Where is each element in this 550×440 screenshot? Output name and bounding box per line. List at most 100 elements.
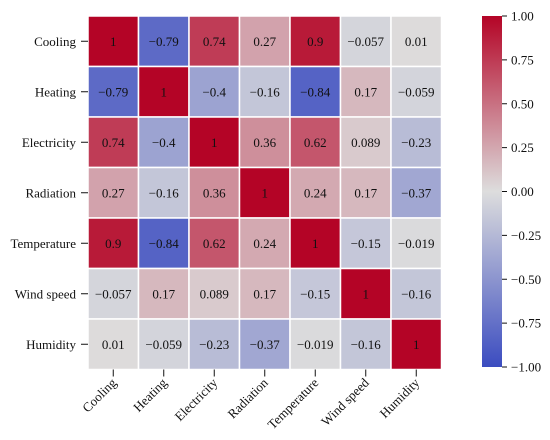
colorbar-tick-label: −0.75 <box>511 316 541 331</box>
heatmap-cell <box>390 267 443 320</box>
cell-value-label: 0.9 <box>307 34 323 49</box>
cell-value-label: −0.79 <box>149 34 179 49</box>
cell-value-label: −0.79 <box>98 84 128 99</box>
heatmap-cell <box>188 318 241 371</box>
cell-value-label: −0.23 <box>199 337 229 352</box>
cell-value-label: 0.089 <box>351 135 380 150</box>
cell-value-label: −0.057 <box>95 286 132 301</box>
cell-value-label: −0.057 <box>347 34 384 49</box>
cell-value-label: 0.089 <box>200 286 229 301</box>
heatmap-cell <box>289 116 342 169</box>
row-labels: Cooling Heating Electricity Radiation Temper… <box>11 34 88 352</box>
column-label: Wind speed <box>318 375 372 429</box>
cell-value-label: −0.019 <box>297 337 334 352</box>
heatmap-cell <box>87 267 140 320</box>
cell-value-label: −0.16 <box>351 337 382 352</box>
heatmap-cell <box>188 217 241 270</box>
colorbar <box>482 16 502 367</box>
cell-value-label: 0.62 <box>203 236 226 251</box>
cell-value-label: −0.16 <box>401 286 432 301</box>
colorbar-tick-label: 0.50 <box>511 96 534 111</box>
heatmap-cell <box>238 318 291 371</box>
cell-value-label: −0.84 <box>149 236 180 251</box>
colorbar-tick-label: 1.00 <box>511 9 534 24</box>
cell-value-label: 0.74 <box>203 34 226 49</box>
colorbar-tick-label: 0.25 <box>511 140 534 155</box>
cell-value-label: 1 <box>262 185 269 200</box>
colorbar-tick-label: −0.50 <box>511 272 541 287</box>
cell-value-label: −0.4 <box>152 135 176 150</box>
cell-value-label: −0.37 <box>250 337 281 352</box>
heatmap-cell <box>87 166 140 219</box>
cell-value-label: 1 <box>161 84 168 99</box>
cell-value-label: 0.62 <box>304 135 327 150</box>
heatmap-cell <box>339 15 392 68</box>
row-label: Heating <box>35 84 77 99</box>
cell-value-label: 0.01 <box>102 337 125 352</box>
cell-value-label: 0.9 <box>105 236 121 251</box>
heatmap-cell <box>188 65 241 118</box>
column-label: Radiation <box>225 375 272 422</box>
cell-value-label: −0.37 <box>401 185 432 200</box>
cell-value-label: 1 <box>413 337 420 352</box>
heatmap-cell <box>87 217 140 270</box>
cell-value-label: −0.059 <box>145 337 182 352</box>
cell-value-label: 1 <box>363 286 370 301</box>
cell-value-label: 0.01 <box>405 34 428 49</box>
cell-value-label: 0.74 <box>102 135 125 150</box>
heatmap-cell <box>390 318 443 371</box>
cell-value-label: 1 <box>312 236 319 251</box>
colorbar-tick-label: −1.00 <box>511 360 541 375</box>
cell-value-label: 0.17 <box>152 286 175 301</box>
cell-value-label: −0.15 <box>351 236 381 251</box>
heatmap-cell <box>339 318 392 371</box>
cell-value-label: 0.36 <box>203 185 226 200</box>
cell-value-label: 0.27 <box>102 185 125 200</box>
heatmap-cell <box>339 116 392 169</box>
colorbar-tick-label: −0.25 <box>511 228 541 243</box>
cell-value-label: −0.019 <box>398 236 435 251</box>
heatmap-cell <box>339 166 392 219</box>
colorbar-tick-label: 0.00 <box>511 184 534 199</box>
row-label: Humidity <box>26 337 76 352</box>
heatmap-cell <box>289 65 342 118</box>
cell-value-label: −0.059 <box>398 84 435 99</box>
heatmap-cell <box>137 267 190 320</box>
cell-value-label: 0.27 <box>253 34 276 49</box>
cell-value-label: 0.24 <box>304 185 327 200</box>
column-label: Temperature <box>264 375 321 432</box>
heatmap-cell <box>137 15 190 68</box>
row-label: Wind speed <box>15 286 77 301</box>
cell-value-label: 1 <box>211 135 218 150</box>
cell-value-label: 0.17 <box>354 185 377 200</box>
row-label: Temperature <box>11 236 77 251</box>
cell-value-label: 0.17 <box>253 286 276 301</box>
cell-value-label: 0.17 <box>354 84 377 99</box>
row-label: Electricity <box>22 135 77 150</box>
heatmap-cell <box>289 318 342 371</box>
row-label: Cooling <box>34 34 76 49</box>
cell-value-label: −0.16 <box>250 84 281 99</box>
cell-value-label: 0.36 <box>253 135 276 150</box>
column-label: Humidity <box>377 375 423 421</box>
cell-value-label: 0.24 <box>253 236 276 251</box>
heatmap-cell <box>137 166 190 219</box>
row-label: Radiation <box>25 185 76 200</box>
cell-value-label: −0.23 <box>401 135 431 150</box>
column-label: Cooling <box>79 375 120 416</box>
cell-value-label: −0.84 <box>300 84 331 99</box>
cell-value-label: −0.16 <box>149 185 180 200</box>
heatmap-cell <box>137 116 190 169</box>
cell-value-label: −0.15 <box>300 286 330 301</box>
heatmap-cells: 1 −0.79 0.74 0.27 0.9 −0.057 0.01 −0.79 1 −0.4 −0.… <box>87 15 443 371</box>
column-labels: Cooling Heating Electricity RadiationTemper… <box>79 369 423 432</box>
column-label: Electricity <box>171 375 220 424</box>
column-label: Heating <box>130 375 170 415</box>
heatmap-cell <box>390 65 443 118</box>
heatmap-cell <box>188 116 241 169</box>
cell-value-label: 1 <box>110 34 117 49</box>
colorbar-ticks: 1.00 0.75 0.50 0.25 0.00 −0.25 −0.50 −0.75 −1.00 <box>502 9 541 375</box>
cell-value-label: −0.4 <box>202 84 226 99</box>
heatmap-cell <box>390 116 443 169</box>
